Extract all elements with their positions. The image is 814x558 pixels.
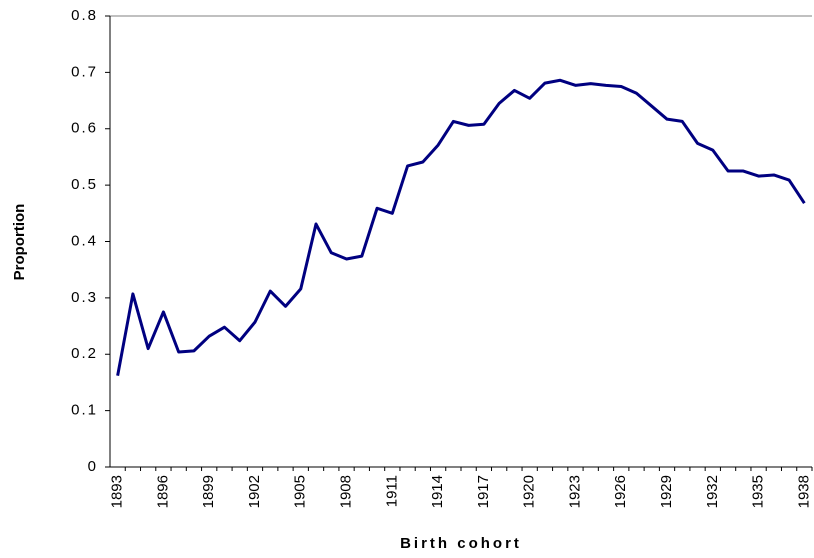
y-axis-title: Proportion bbox=[11, 204, 28, 281]
y-tick-label: 0.4 bbox=[71, 232, 98, 249]
x-tick-label: 1893 bbox=[109, 475, 126, 508]
y-tick-label: 0.3 bbox=[71, 289, 98, 306]
x-tick-label: 1935 bbox=[750, 475, 767, 508]
x-tick-label: 1911 bbox=[383, 475, 400, 507]
x-tick-label: 1908 bbox=[338, 475, 355, 508]
x-tick-label: 1896 bbox=[154, 475, 171, 508]
y-tick-label: 0.7 bbox=[71, 63, 98, 80]
x-tick-label: 1938 bbox=[795, 475, 812, 508]
x-tick-label: 1932 bbox=[704, 475, 721, 508]
x-tick-label: 1902 bbox=[246, 475, 263, 508]
x-tick-label: 1920 bbox=[521, 475, 538, 508]
x-tick-label: 1917 bbox=[475, 475, 492, 508]
x-tick-label: 1914 bbox=[429, 475, 446, 508]
y-tick-label: 0.8 bbox=[71, 7, 98, 24]
x-tick-label: 1899 bbox=[200, 475, 217, 508]
y-tick-label: 0.1 bbox=[71, 402, 98, 419]
y-tick-label: 0.2 bbox=[71, 345, 98, 362]
data-line bbox=[116, 78, 806, 376]
x-tick-label: 1905 bbox=[292, 475, 309, 508]
x-tick-label: 1923 bbox=[566, 475, 583, 508]
x-tick-label: 1929 bbox=[658, 475, 675, 508]
y-tick-label: 0 bbox=[88, 458, 98, 475]
y-tick-label: 0.6 bbox=[71, 120, 98, 137]
x-tick-label: 1926 bbox=[612, 475, 629, 508]
x-axis-title: Birth cohort bbox=[400, 535, 522, 552]
y-tick-label: 0.5 bbox=[71, 176, 98, 193]
